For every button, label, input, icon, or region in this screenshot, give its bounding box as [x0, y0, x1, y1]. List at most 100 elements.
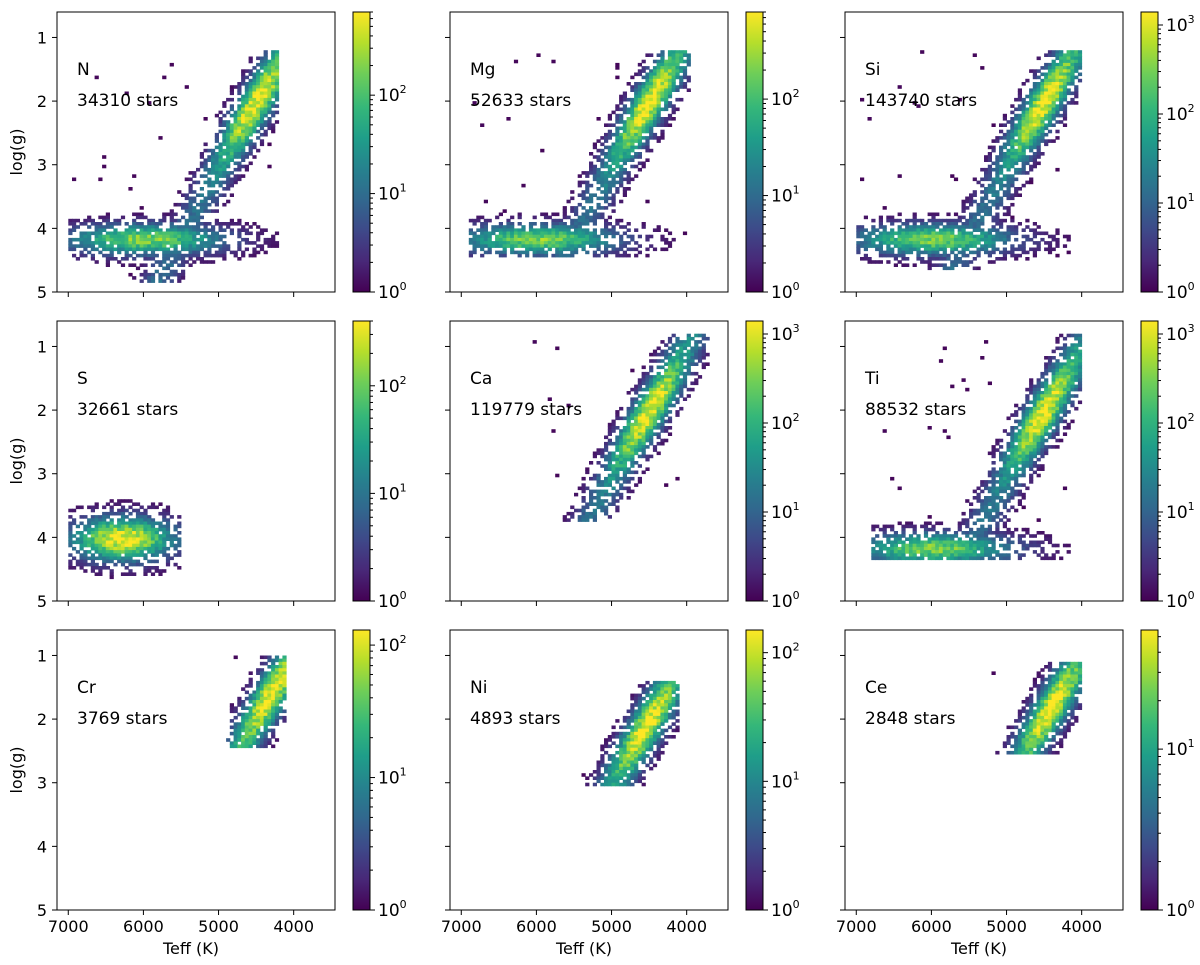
heatmap-cell: [237, 123, 242, 127]
heatmap-cell: [649, 394, 654, 398]
heatmap-cell: [619, 429, 624, 433]
heatmap-cell: [165, 272, 171, 277]
heatmap-cell: [1036, 161, 1041, 166]
heatmap-cell: [1029, 237, 1034, 242]
heatmap-cell: [1029, 167, 1034, 172]
heatmap-cell: [132, 524, 137, 529]
heatmap-cell: [615, 448, 620, 452]
heatmap-cell: [1070, 91, 1075, 96]
heatmap-cell: [487, 247, 492, 252]
heatmap-cell: [991, 123, 996, 127]
heatmap-cell: [637, 454, 642, 459]
heatmap-cell: [581, 483, 586, 487]
heatmap-cell: [274, 97, 280, 102]
heatmap-cell: [214, 190, 219, 194]
heatmap-cell: [585, 183, 590, 188]
heatmap-cell: [581, 515, 586, 519]
heatmap-cell: [976, 202, 981, 207]
heatmap-cell: [165, 556, 171, 561]
heatmap-cell: [90, 527, 95, 532]
heatmap-cell: [871, 546, 876, 551]
heatmap-cell: [162, 508, 167, 513]
heatmap-cell: [181, 260, 186, 264]
heatmap-cell: [611, 199, 616, 204]
heatmap-cell: [607, 502, 612, 506]
heatmap-cell: [468, 218, 473, 223]
heatmap-cell: [139, 511, 144, 516]
heatmap-cell: [506, 218, 511, 223]
heatmap-cell: [1029, 117, 1034, 121]
heatmap-cell: [645, 378, 650, 382]
heatmap-cell: [984, 499, 989, 503]
heatmap-cell: [1036, 241, 1041, 245]
colorbar-tick-label: 101: [378, 481, 407, 504]
heatmap-cell: [154, 244, 159, 248]
heatmap-cell: [630, 416, 635, 421]
heatmap-cell: [604, 244, 609, 248]
heatmap-cell: [615, 171, 620, 175]
heatmap-cell: [916, 231, 921, 236]
heatmap-cell: [525, 253, 530, 258]
heatmap-cell: [165, 521, 171, 526]
heatmap-cell: [645, 145, 650, 150]
axes-frame: [56, 11, 336, 293]
heatmap-cell: [622, 457, 627, 462]
heatmap-cell: [483, 241, 488, 245]
heatmap-cell: [566, 241, 571, 245]
heatmap-cell: [577, 518, 582, 522]
heatmap-cell: [976, 518, 981, 522]
heatmap-cell: [128, 556, 133, 561]
heatmap-cell: [207, 228, 212, 232]
heatmap-cells: [856, 50, 1083, 271]
heatmap-cell: [1006, 508, 1011, 513]
heatmap-cell: [645, 88, 650, 92]
heatmap-cell: [965, 247, 970, 252]
heatmap-cell: [135, 222, 141, 226]
heatmap-cell: [645, 126, 650, 131]
heatmap-cell: [626, 177, 631, 182]
heatmap-cell: [98, 534, 103, 538]
colorbar-tick-label: 102: [771, 87, 800, 110]
heatmap-cell: [173, 537, 178, 541]
heatmap-cell: [984, 540, 989, 545]
heatmap-cell: [105, 527, 110, 532]
heatmap-cell: [203, 164, 208, 169]
heatmap-cell: [920, 228, 925, 232]
heatmap-cell: [965, 206, 970, 210]
heatmap-cell: [615, 410, 620, 414]
heatmap-cell: [244, 101, 249, 105]
heatmap-cell: [109, 253, 114, 258]
heatmap-cell: [241, 82, 246, 86]
heatmap-cell: [1021, 142, 1026, 147]
heatmap-cell: [664, 228, 669, 232]
heatmap-cell: [72, 247, 77, 252]
heatmap-cell: [675, 59, 680, 64]
heatmap-cell: [897, 486, 902, 491]
heatmap-cell: [128, 534, 133, 538]
heatmap-cell: [976, 531, 981, 535]
heatmap-cell: [1002, 473, 1007, 478]
heatmap-cell: [901, 228, 906, 232]
heatmap-cell: [938, 543, 944, 548]
heatmap-cell: [1006, 142, 1011, 147]
heatmap-cell: [181, 263, 186, 267]
heatmap-cell: [923, 540, 929, 545]
heatmap-cell: [679, 352, 684, 357]
heatmap-cell: [991, 180, 996, 185]
heatmap-cell: [664, 368, 669, 373]
heatmap-cell: [604, 483, 609, 487]
heatmap-cell: [1036, 152, 1041, 156]
heatmap-cell: [1002, 480, 1007, 484]
heatmap-cell: [120, 540, 126, 545]
heatmap-cell: [660, 234, 665, 239]
heatmap-cell: [905, 241, 910, 245]
heatmap-cell: [634, 94, 639, 99]
heatmap-cell: [1066, 50, 1071, 54]
heatmap-cell: [664, 438, 669, 443]
heatmap-cell: [173, 527, 178, 532]
heatmap-cell: [999, 257, 1004, 261]
heatmap-cell: [607, 432, 612, 436]
heatmap-cell: [965, 231, 970, 236]
heatmap-cell: [540, 253, 545, 258]
heatmap-cell: [897, 218, 902, 223]
